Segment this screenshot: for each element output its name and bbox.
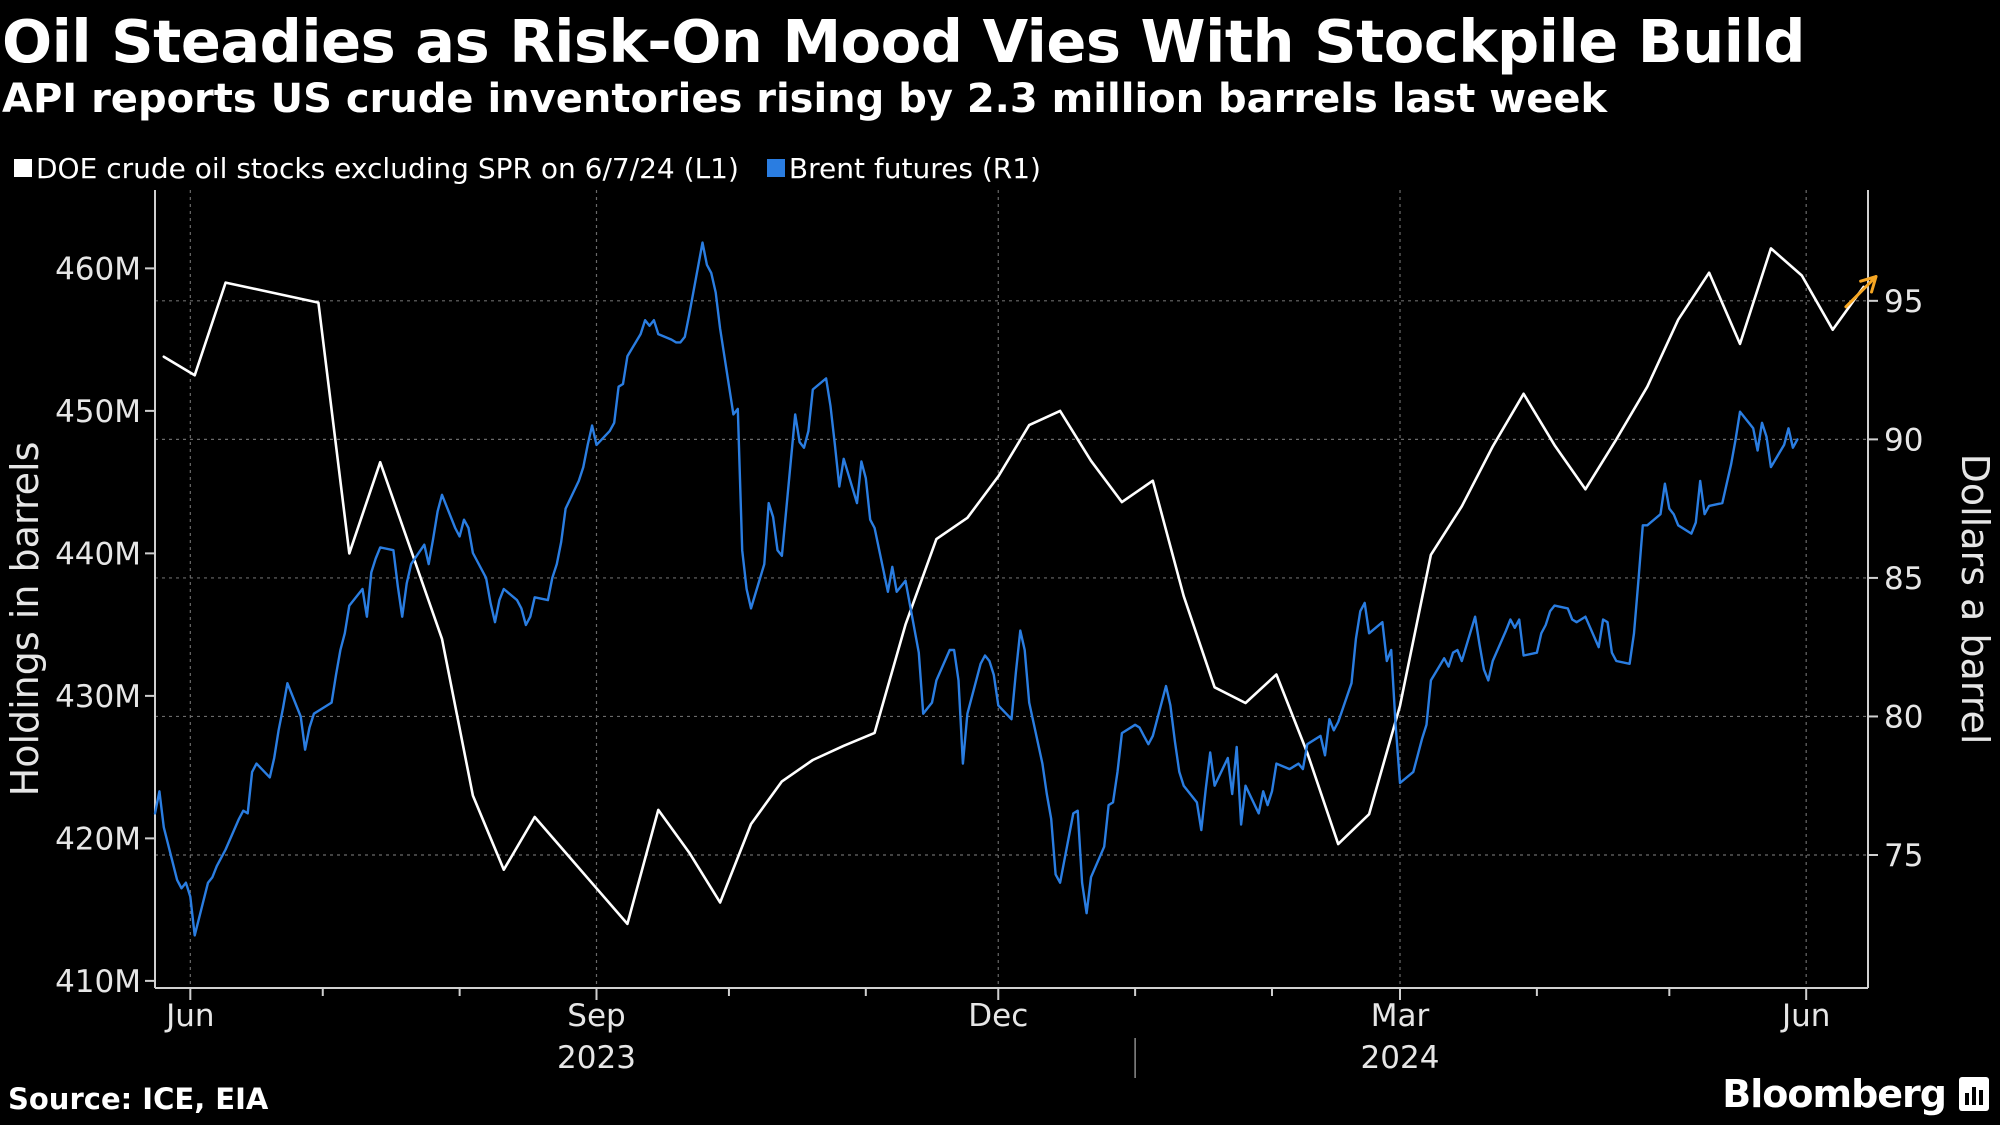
chart-subtitle: API reports US crude inventories rising … [2, 76, 1608, 122]
legend: DOE crude oil stocks excluding SPR on 6/… [14, 150, 1069, 186]
left-tick-label: 410M [55, 964, 141, 1000]
x-year-label: 2023 [557, 1040, 636, 1076]
legend-label-brent: Brent futures (R1) [788, 151, 1041, 185]
x-month-label: Sep [567, 998, 625, 1034]
annotation-arrow-head [1859, 275, 1878, 294]
grid-layer [155, 190, 1868, 988]
right-tick-label: 90 [1884, 422, 1923, 458]
label-layer: 410M 420M 430M 440M 450M 460M 75 80 85 90 95 Jun Sep… [3, 251, 1997, 1076]
legend-swatch-doe-stocks [14, 159, 32, 177]
right-axis-title: Dollars a barrel [1953, 454, 1997, 745]
series-line-brent [153, 241, 1799, 937]
right-tick-label: 80 [1884, 699, 1923, 735]
left-tick-label: 450M [55, 394, 141, 430]
legend-item-doe-stocks: DOE crude oil stocks excluding SPR on 6/… [14, 152, 739, 185]
legend-swatch-brent [766, 159, 785, 177]
left-tick-label: 430M [55, 679, 141, 715]
chart-title: Oil Steadies as Risk-On Mood Vies With S… [2, 7, 1805, 76]
left-axis-title: Holdings in barrels [3, 442, 47, 797]
legend-label-doe-stocks: DOE crude oil stocks excluding SPR on 6/… [36, 151, 739, 185]
right-tick-label: 95 [1884, 284, 1923, 320]
series-layer [153, 241, 1878, 937]
x-month-label: Dec [968, 998, 1028, 1034]
series-line-doe-stocks [162, 247, 1865, 926]
source-note: Source: ICE, EIA [8, 1082, 269, 1116]
left-tick-label: 420M [55, 821, 141, 857]
annotation-arrow-shaft [1844, 275, 1878, 309]
legend-item-brent: Brent futures (R1) [766, 151, 1041, 185]
left-tick-label: 440M [55, 536, 141, 572]
left-tick-label: 460M [55, 251, 141, 287]
x-year-label: 2024 [1361, 1040, 1440, 1076]
bloomberg-terminal-icon [1959, 1077, 1989, 1111]
right-tick-label: 75 [1884, 838, 1923, 874]
bloomberg-logo: Bloomberg [1722, 1072, 1990, 1116]
right-tick-label: 85 [1884, 561, 1923, 597]
x-month-label: Jun [164, 998, 214, 1034]
brand-text: Bloomberg [1722, 1072, 1947, 1116]
x-month-label: Jun [1780, 998, 1830, 1034]
x-month-label: Mar [1371, 998, 1430, 1034]
axis-layer [145, 190, 1878, 1078]
